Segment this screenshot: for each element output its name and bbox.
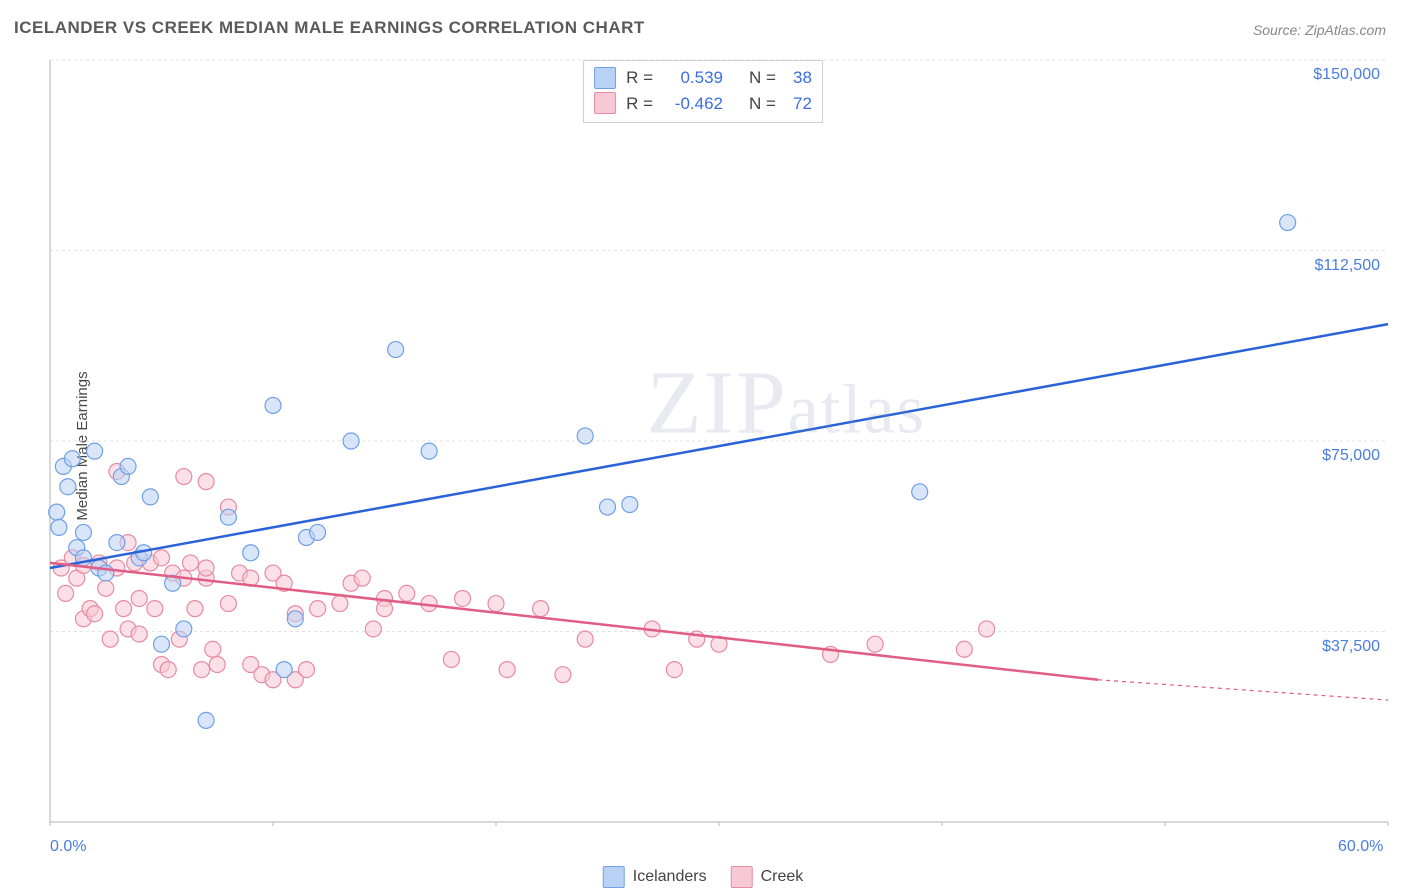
scatter-plot: ZIPatlas $37,500$75,000$112,500$150,0000… bbox=[46, 56, 1392, 826]
n-value: 38 bbox=[786, 65, 812, 91]
legend-label: Creek bbox=[761, 868, 804, 886]
y-tick-label: $75,000 bbox=[1322, 447, 1380, 465]
x-tick-label: 60.0% bbox=[1338, 838, 1383, 856]
swatch-icon bbox=[603, 866, 625, 888]
chart-svg bbox=[46, 56, 1392, 826]
n-label: N = bbox=[749, 91, 776, 117]
swatch-icon bbox=[731, 866, 753, 888]
r-label: R = bbox=[626, 91, 653, 117]
n-value: 72 bbox=[786, 91, 812, 117]
r-value: 0.539 bbox=[663, 65, 723, 91]
swatch-icon bbox=[594, 92, 616, 114]
y-tick-label: $150,000 bbox=[1313, 66, 1380, 84]
n-label: N = bbox=[749, 65, 776, 91]
r-label: R = bbox=[626, 65, 653, 91]
y-tick-label: $37,500 bbox=[1322, 638, 1380, 656]
legend-row-creek: R = -0.462 N = 72 bbox=[594, 91, 812, 117]
legend-item-creek: Creek bbox=[731, 866, 804, 888]
legend-row-icelanders: R = 0.539 N = 38 bbox=[594, 65, 812, 91]
x-tick-label: 0.0% bbox=[50, 838, 86, 856]
r-value: -0.462 bbox=[663, 91, 723, 117]
swatch-icon bbox=[594, 67, 616, 89]
y-tick-label: $112,500 bbox=[1314, 257, 1380, 275]
correlation-legend: R = 0.539 N = 38 R = -0.462 N = 72 bbox=[583, 60, 823, 123]
legend-item-icelanders: Icelanders bbox=[603, 866, 707, 888]
legend-label: Icelanders bbox=[633, 868, 707, 886]
series-legend: Icelanders Creek bbox=[603, 866, 804, 888]
source-attribution: Source: ZipAtlas.com bbox=[1253, 22, 1386, 38]
chart-title: ICELANDER VS CREEK MEDIAN MALE EARNINGS … bbox=[14, 18, 645, 38]
